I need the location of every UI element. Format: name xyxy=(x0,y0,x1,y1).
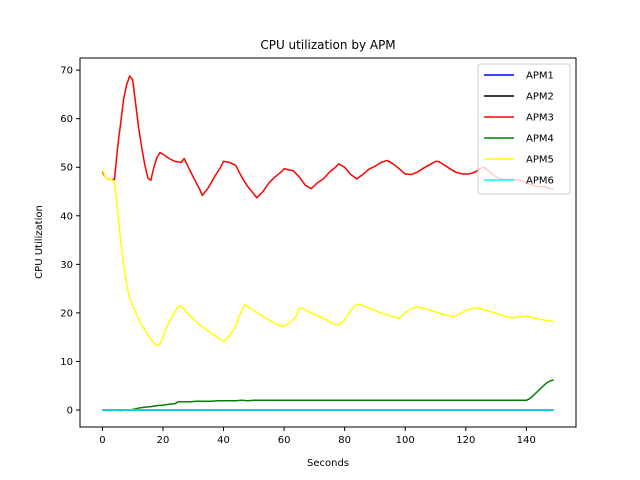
x-tick-label: 80 xyxy=(338,435,351,446)
x-tick-label: 140 xyxy=(517,435,536,446)
x-tick-label: 40 xyxy=(217,435,230,446)
legend-box xyxy=(477,63,571,195)
y-tick-label: 20 xyxy=(60,308,73,319)
x-tick-label: 20 xyxy=(157,435,170,446)
y-tick-label: 30 xyxy=(60,260,73,271)
series-line-apm3 xyxy=(101,75,554,199)
y-tick-label: 50 xyxy=(60,163,73,174)
x-tick-label: 120 xyxy=(456,435,475,446)
legend-label-apm5: APM5 xyxy=(526,155,554,166)
plot-frame xyxy=(79,57,577,428)
legend-label-apm4: APM4 xyxy=(526,134,554,145)
y-tick-label: 40 xyxy=(60,211,73,222)
y-tick-label: 0 xyxy=(67,406,73,417)
series-line-apm4 xyxy=(102,379,554,412)
legend-label-apm6: APM6 xyxy=(526,176,554,187)
legend-label-apm3: APM3 xyxy=(526,113,554,124)
chart-title: CPU utilization by APM xyxy=(260,38,395,52)
series-layer xyxy=(101,75,554,412)
legend-label-apm1: APM1 xyxy=(526,71,554,82)
y-axis-label: CPU Utilization xyxy=(34,205,45,279)
x-tick-label: 0 xyxy=(99,435,105,446)
y-tick-label: 70 xyxy=(60,66,73,77)
x-tick-label: 100 xyxy=(396,435,415,446)
x-axis-label: Seconds xyxy=(307,458,349,469)
series-line-apm5 xyxy=(101,169,554,347)
y-tick-label: 60 xyxy=(60,114,73,125)
y-tick-label: 10 xyxy=(60,357,73,368)
plot-area xyxy=(79,57,577,428)
y-axis: 0 10 20 30 40 50 60 70 xyxy=(60,66,80,417)
x-tick-label: 60 xyxy=(278,435,291,446)
x-axis: 0 20 40 60 80 100 120 140 xyxy=(99,427,536,446)
legend-label-apm2: APM2 xyxy=(526,92,554,103)
legend: APM1 APM2 APM3 APM4 APM5 APM6 xyxy=(477,63,571,195)
